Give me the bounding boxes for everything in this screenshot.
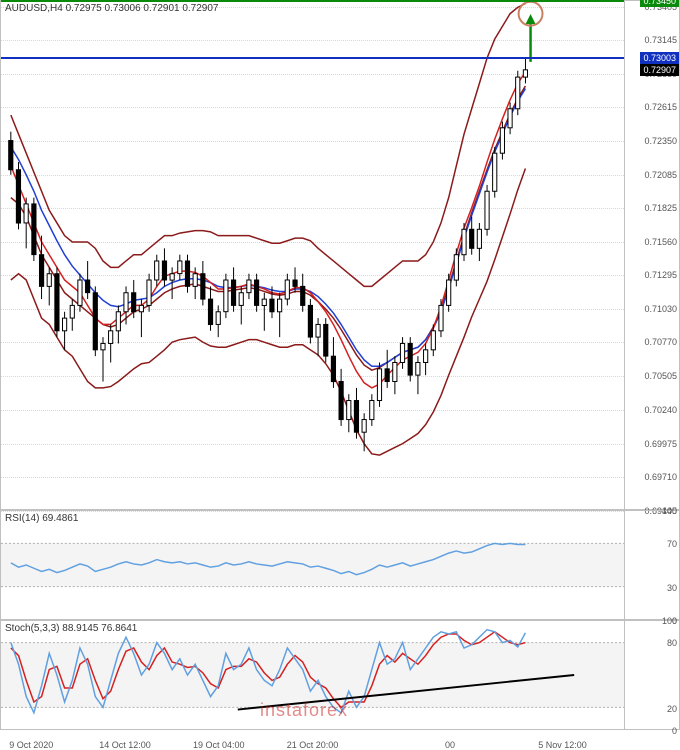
rsi-svg <box>1 511 624 619</box>
x-tick-label: 14 Oct 12:00 <box>99 740 151 750</box>
time-x-axis: 9 Oct 2020 14 Oct 12:00 19 Oct 04:00 21 Oct… <box>0 730 680 750</box>
x-tick-label: 19 Oct 04:00 <box>193 740 245 750</box>
y-tick-label: 0.71825 <box>644 203 677 213</box>
y-tick-label: 0.70240 <box>644 405 677 415</box>
y-tick-label: 0.70770 <box>644 337 677 347</box>
rsi-y-tick: 30 <box>667 583 677 593</box>
hline-resistance <box>1 0 624 2</box>
stoch-y-axis: 02080100 <box>624 621 679 729</box>
stoch-panel: Stoch(5,3,3) 88.9145 76.8641 02080100 <box>0 620 680 730</box>
main-plot-area[interactable]: AUDUSD,H4 0.72975 0.73006 0.72901 0.7290… <box>1 1 624 509</box>
x-tick-label: 00 <box>445 740 455 750</box>
rsi-plot-area[interactable]: RSI(14) 69.4861 <box>1 511 624 619</box>
rsi-y-tick: 70 <box>667 539 677 549</box>
stoch-y-tick: 80 <box>667 638 677 648</box>
stoch-plot-area[interactable]: Stoch(5,3,3) 88.9145 76.8641 <box>1 621 624 729</box>
x-tick-label: 9 Oct 2020 <box>9 740 53 750</box>
price-tag-support: 0.73003 <box>640 52 679 64</box>
stoch-y-tick: 100 <box>662 616 677 626</box>
rsi-y-axis: 03070100 <box>624 511 679 619</box>
price-tag-resistance: 0.73450 <box>640 0 679 7</box>
main-y-axis: 0.694450.697100.699750.702400.705050.707… <box>624 1 679 509</box>
y-tick-label: 0.70505 <box>644 371 677 381</box>
y-tick-label: 0.71295 <box>644 270 677 280</box>
stoch-title: Stoch(5,3,3) 88.9145 76.8641 <box>5 623 137 634</box>
y-tick-label: 0.69710 <box>644 472 677 482</box>
rsi-y-tick: 100 <box>662 506 677 516</box>
x-tick-label: 21 Oct 20:00 <box>287 740 339 750</box>
y-tick-label: 0.71560 <box>644 237 677 247</box>
y-tick-label: 0.69975 <box>644 439 677 449</box>
forex-chart-container: AUDUSD,H4 0.72975 0.73006 0.72901 0.7290… <box>0 0 680 750</box>
rsi-panel: RSI(14) 69.4861 03070100 <box>0 510 680 620</box>
y-tick-label: 0.71030 <box>644 304 677 314</box>
symbol-title: AUDUSD,H4 0.72975 0.73006 0.72901 0.7290… <box>5 3 219 14</box>
stoch-svg <box>1 621 624 729</box>
rsi-title: RSI(14) 69.4861 <box>5 513 78 524</box>
main-chart-svg <box>1 1 624 509</box>
main-price-panel: AUDUSD,H4 0.72975 0.73006 0.72901 0.7290… <box>0 0 680 510</box>
y-tick-label: 0.72085 <box>644 170 677 180</box>
price-tag-current: 0.72907 <box>640 64 679 76</box>
hline-support <box>1 57 624 59</box>
y-tick-label: 0.73145 <box>644 35 677 45</box>
y-tick-label: 0.72350 <box>644 136 677 146</box>
stoch-y-tick: 20 <box>667 704 677 714</box>
y-tick-label: 0.72615 <box>644 102 677 112</box>
x-tick-label: 5 Nov 12:00 <box>538 740 587 750</box>
